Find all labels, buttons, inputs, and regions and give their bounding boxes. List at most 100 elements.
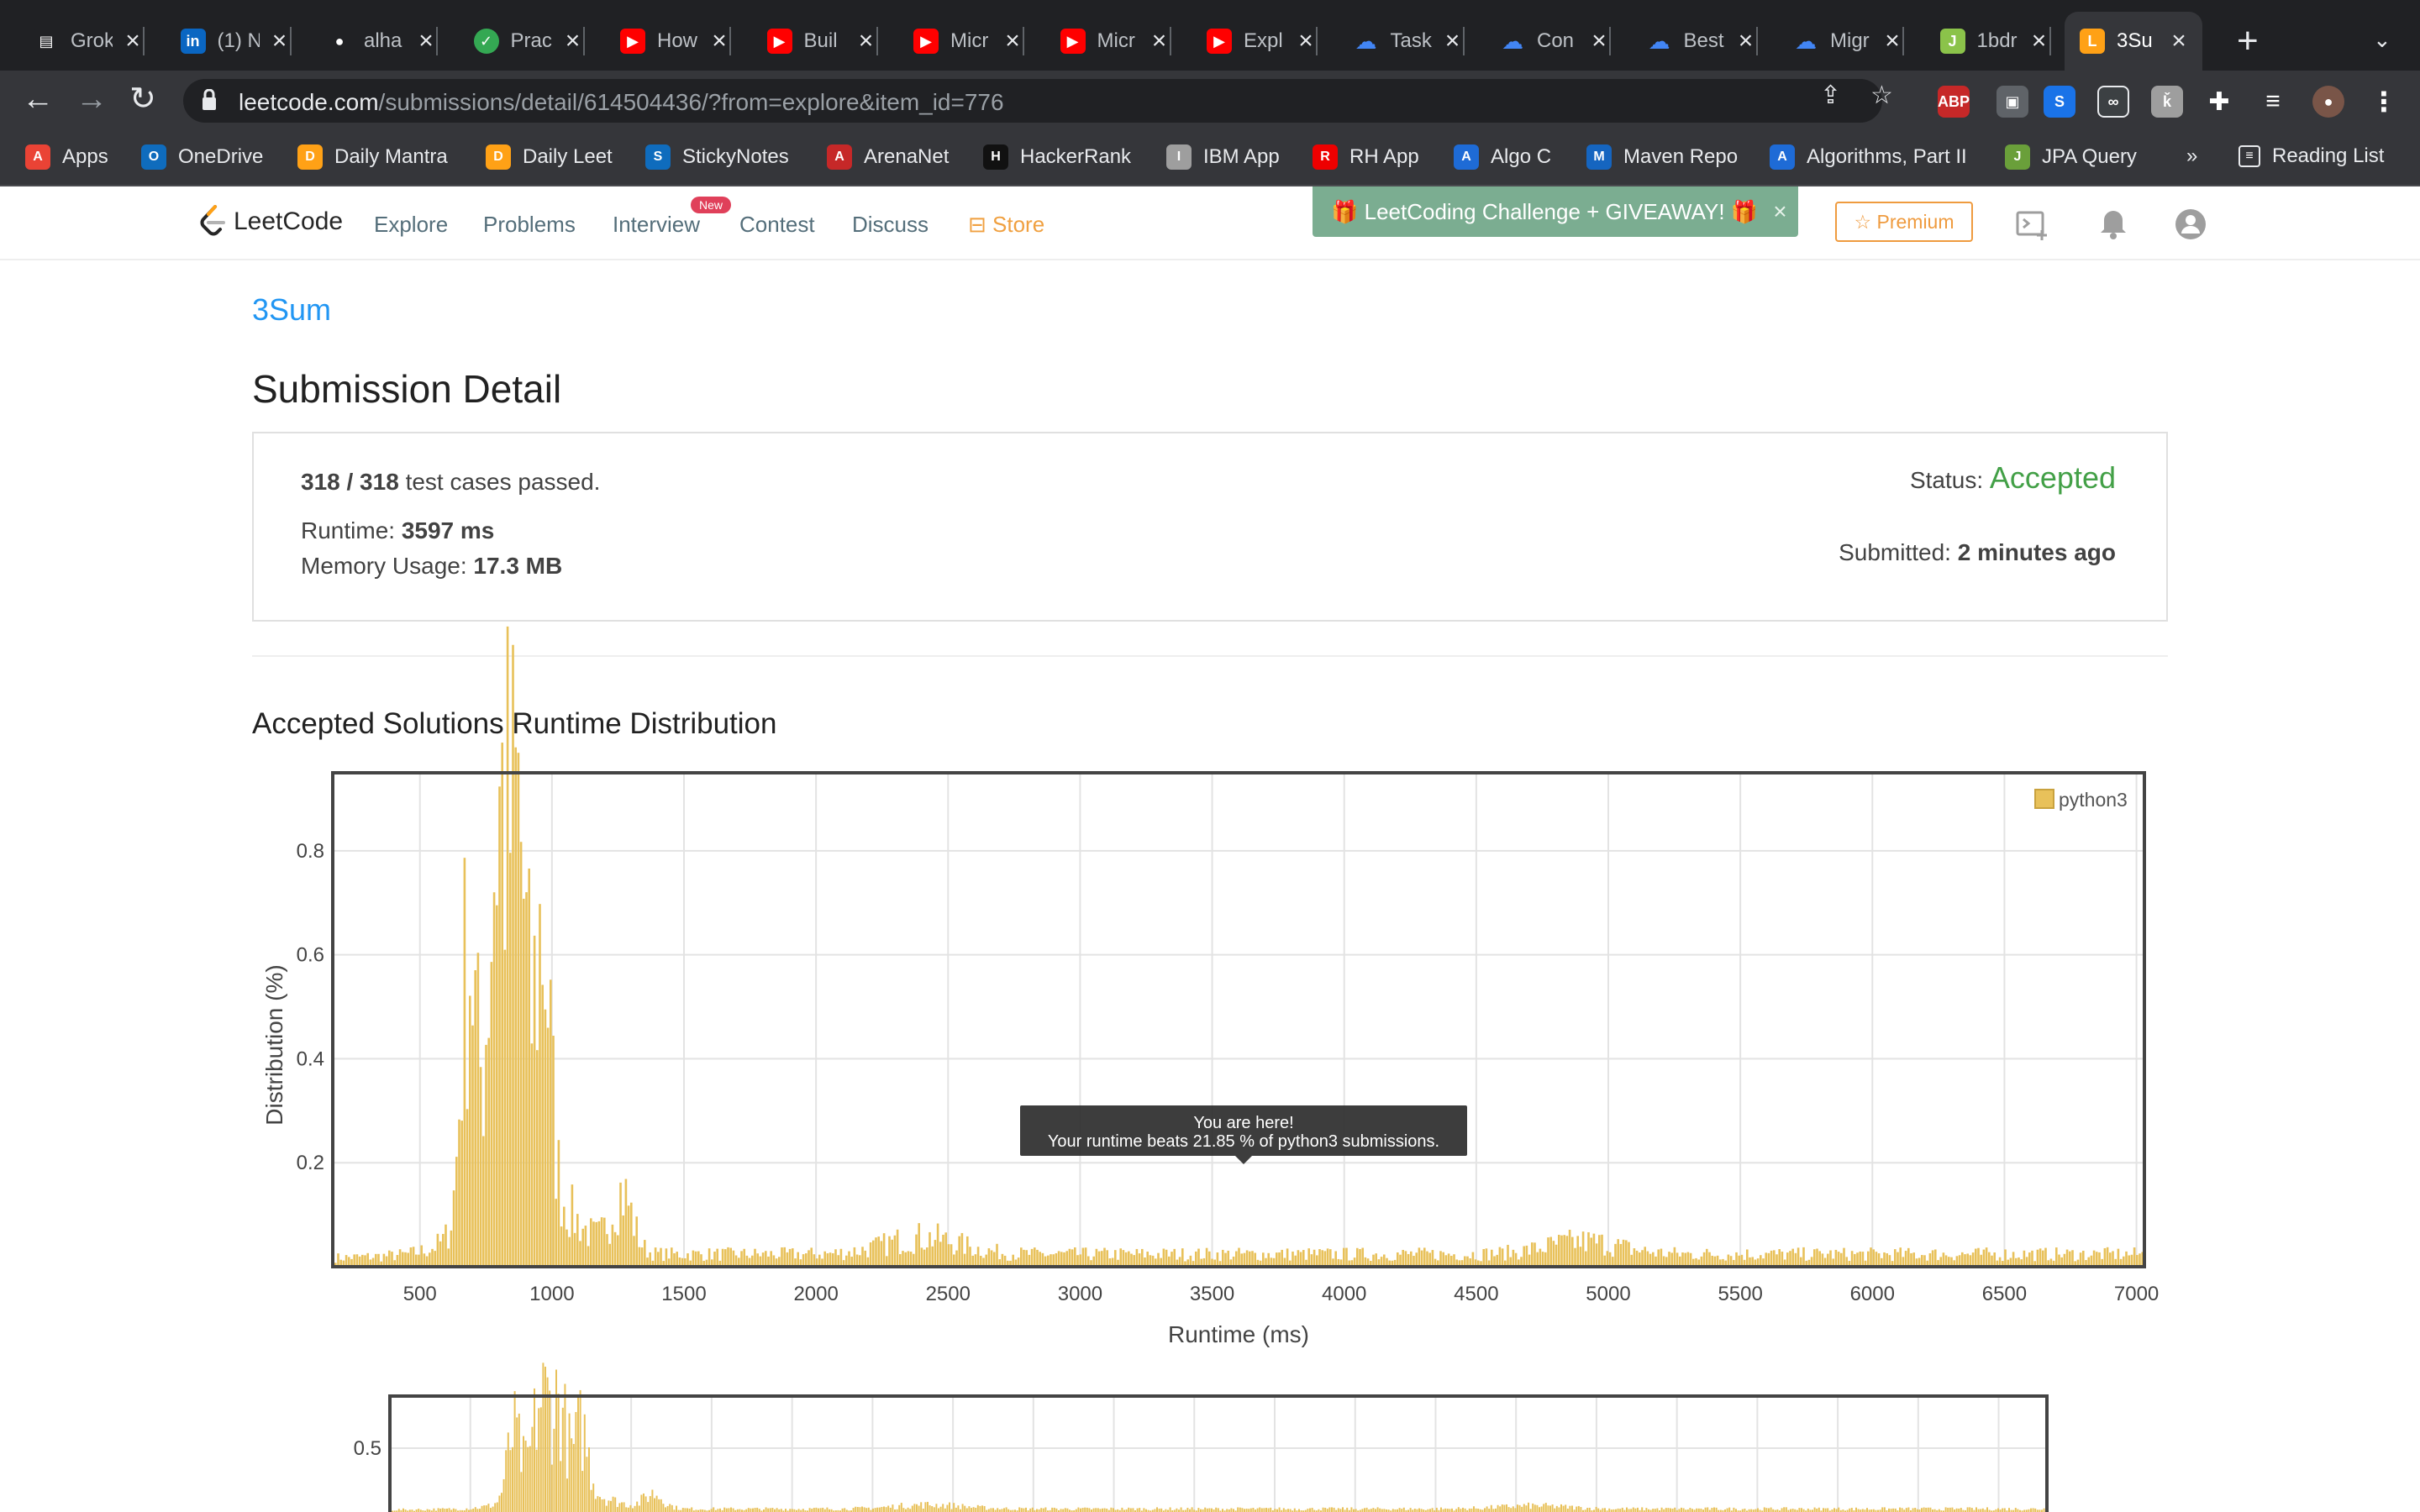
share-icon[interactable]: ⇪ xyxy=(1820,81,1842,109)
close-tab-icon[interactable]: × xyxy=(271,27,287,55)
back-icon[interactable]: ← xyxy=(22,81,54,117)
distribution-bar xyxy=(1235,1251,1238,1267)
browser-tab[interactable]: ▶ Expl × xyxy=(1192,12,1318,71)
overview-bar xyxy=(655,1495,658,1512)
problem-link[interactable]: 3Sum xyxy=(252,292,332,327)
close-tab-icon[interactable]: × xyxy=(1885,27,1900,55)
address-bar[interactable]: leetcode.com/submissions/detail/61450443… xyxy=(183,79,1882,123)
bookmark-item[interactable]: A Algo C xyxy=(1454,144,1551,170)
leetcode-logo[interactable]: LeetCode xyxy=(198,205,343,239)
close-tab-icon[interactable]: × xyxy=(125,27,140,55)
browser-tab[interactable]: ▶ Buil × xyxy=(752,12,878,71)
bookmark-item[interactable]: A Apps xyxy=(25,144,108,170)
overview-bar xyxy=(839,1510,841,1512)
distribution-bar xyxy=(1776,1254,1778,1267)
tab-search-icon[interactable]: ⌄ xyxy=(2373,27,2391,52)
browser-tab[interactable]: ☁ Best × xyxy=(1632,12,1758,71)
bookmark-item[interactable]: D Daily Mantra xyxy=(297,144,448,170)
premium-button[interactable]: ☆ Premium xyxy=(1835,202,1973,242)
overview-bar xyxy=(1156,1507,1158,1512)
bookmark-icon: H xyxy=(983,144,1008,170)
extension-icon[interactable]: ▣ xyxy=(1996,86,2028,118)
overview-bar xyxy=(1506,1504,1507,1512)
close-tab-icon[interactable]: × xyxy=(1005,27,1020,55)
close-tab-icon[interactable]: × xyxy=(1444,27,1460,55)
nav-interview[interactable]: Interview xyxy=(613,212,701,237)
nav-discuss[interactable]: Discuss xyxy=(852,212,929,237)
close-tab-icon[interactable]: × xyxy=(1151,27,1167,55)
bookmark-item[interactable]: H HackerRank xyxy=(983,144,1131,170)
nav-explore[interactable]: Explore xyxy=(374,212,449,237)
close-tab-icon[interactable]: × xyxy=(2031,27,2047,55)
browser-menu-icon[interactable]: ⋮ xyxy=(2370,87,2397,117)
notification-bell-icon[interactable] xyxy=(2096,207,2131,242)
reading-list-button[interactable]: ≡ Reading List xyxy=(2238,144,2384,168)
close-tab-icon[interactable]: × xyxy=(1591,27,1607,55)
close-tab-icon[interactable]: × xyxy=(712,27,727,55)
forward-icon[interactable]: → xyxy=(76,81,108,117)
nav-problems[interactable]: Problems xyxy=(483,212,576,237)
bookmark-item[interactable]: D Daily Leet xyxy=(486,144,613,170)
playground-icon[interactable] xyxy=(2015,207,2050,242)
overview-bar xyxy=(1191,1507,1193,1512)
bookmark-item[interactable]: A ArenaNet xyxy=(827,144,949,170)
adblock-extension-icon[interactable]: ABP xyxy=(1938,86,1970,118)
distribution-bar xyxy=(2123,1256,2125,1267)
browser-tab[interactable]: J 1bdr × xyxy=(1925,12,2051,71)
overview-bar xyxy=(544,1367,546,1512)
media-control-icon[interactable]: ≡ xyxy=(2265,87,2281,115)
overview-bar xyxy=(1763,1507,1765,1512)
overview-bar xyxy=(1796,1509,1798,1512)
close-tab-icon[interactable]: × xyxy=(1738,27,1754,55)
distribution-bar xyxy=(1496,1254,1498,1267)
bookmark-item[interactable]: S StickyNotes xyxy=(645,144,789,170)
new-tab-button[interactable]: + xyxy=(2237,20,2259,61)
s-extension-icon[interactable]: S xyxy=(2044,86,2075,118)
overview-bar xyxy=(1540,1506,1543,1512)
nav-contest[interactable]: Contest xyxy=(739,212,815,237)
bookmark-item[interactable]: R RH App xyxy=(1313,144,1419,170)
browser-tab[interactable]: ☁ Con × xyxy=(1485,12,1611,71)
browser-tab[interactable]: ▤ Grok × xyxy=(18,12,145,71)
overview-bar xyxy=(1244,1509,1245,1512)
bookmark-item[interactable]: I IBM App xyxy=(1166,144,1280,170)
bookmark-star-icon[interactable]: ☆ xyxy=(1870,81,1893,109)
browser-tab[interactable]: L 3Su × xyxy=(2065,12,2202,71)
bookmark-item[interactable]: O OneDrive xyxy=(141,144,263,170)
distribution-bar xyxy=(592,1221,595,1267)
bookmark-item[interactable]: J JPA Query xyxy=(2005,144,2137,170)
glasses-extension-icon[interactable]: ∞ xyxy=(2097,86,2129,118)
close-tab-icon[interactable]: × xyxy=(858,27,874,55)
browser-tab[interactable]: ▶ Micr × xyxy=(898,12,1024,71)
close-tab-icon[interactable]: × xyxy=(418,27,434,55)
x-tick-label: 7000 xyxy=(2114,1283,2159,1305)
close-tab-icon[interactable]: × xyxy=(565,27,581,55)
distribution-bar xyxy=(2090,1255,2093,1267)
close-tab-icon[interactable]: × xyxy=(1298,27,1313,55)
reload-icon[interactable]: ↻ xyxy=(129,81,156,117)
ninja-extension-icon[interactable]: ǩ xyxy=(2151,86,2183,118)
browser-tab[interactable]: ▶ How × xyxy=(605,12,731,71)
profile-avatar[interactable]: ● xyxy=(2312,86,2344,118)
puzzle-extensions-icon[interactable]: ✚ xyxy=(2208,87,2230,116)
browser-tab[interactable]: in (1) N × xyxy=(166,12,292,71)
browser-tab[interactable]: ✓ Prac × xyxy=(459,12,585,71)
bookmarks-overflow-icon[interactable]: » xyxy=(2186,144,2198,167)
browser-tab[interactable]: ▶ Micr × xyxy=(1045,12,1171,71)
browser-tab[interactable]: ☁ Migr × xyxy=(1778,12,1904,71)
close-tab-icon[interactable]: × xyxy=(2171,27,2186,55)
distribution-bar xyxy=(552,1035,555,1267)
user-avatar-icon[interactable] xyxy=(2173,207,2208,242)
bookmark-item[interactable]: A Algorithms, Part II xyxy=(1770,144,1967,170)
browser-tab[interactable]: ● alha × xyxy=(312,12,438,71)
status-badge[interactable]: Accepted xyxy=(1989,460,2116,495)
nav-store[interactable]: ⊟ Store xyxy=(968,212,1044,238)
overview-bar xyxy=(797,1509,800,1512)
overview-bar xyxy=(1936,1509,1939,1512)
banner-close-icon[interactable]: × xyxy=(1773,198,1787,224)
browser-tab[interactable]: ☁ Task × xyxy=(1339,12,1465,71)
challenge-banner[interactable]: 🎁 LeetCoding Challenge + GIVEAWAY! 🎁 × xyxy=(1313,186,1798,237)
bookmark-item[interactable]: M Maven Repo xyxy=(1586,144,1738,170)
distribution-bar xyxy=(412,1247,415,1267)
distribution-bar xyxy=(1590,1237,1592,1267)
